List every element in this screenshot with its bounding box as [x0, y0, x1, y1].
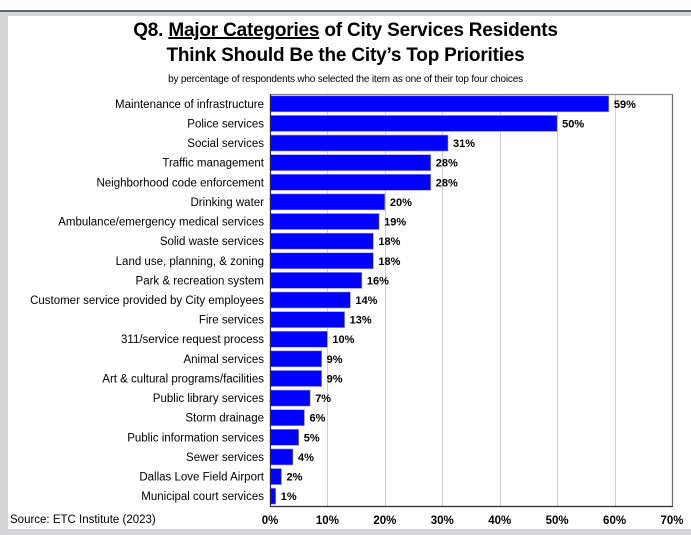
value-label: 18%: [378, 236, 400, 248]
bar: [269, 252, 374, 270]
category-label: Municipal court services: [141, 491, 264, 503]
category-label: Park & recreation system: [136, 275, 264, 287]
x-tick-label: 70%: [660, 515, 683, 527]
category-label: Traffic management: [162, 158, 264, 170]
bar: [269, 213, 380, 230]
value-label: 9%: [327, 354, 343, 366]
value-label: 19%: [384, 217, 406, 229]
value-label: 5%: [304, 432, 320, 444]
category-label: Public library services: [153, 393, 264, 405]
bar: [269, 409, 305, 427]
title-suffix: of City Services Residents: [319, 20, 558, 41]
bar: [269, 134, 449, 152]
value-label: 50%: [562, 118, 584, 130]
category-label: Police services: [187, 118, 264, 130]
value-label: 4%: [298, 452, 314, 464]
x-tick-label: 50%: [546, 515, 569, 527]
value-label: 7%: [315, 393, 331, 405]
bar: [269, 154, 432, 171]
bar: [269, 95, 610, 113]
category-label: Solid waste services: [160, 236, 264, 248]
chart-subtitle: by percentage of respondents who selecte…: [168, 74, 523, 85]
bar: [269, 389, 311, 407]
category-label: Land use, planning, & zoning: [116, 256, 264, 268]
value-label: 1%: [281, 491, 297, 503]
bar: [269, 350, 322, 368]
bar: [269, 468, 282, 485]
category-label: Ambulance/emergency medical services: [58, 217, 264, 229]
title-underlined: Major Categories: [168, 20, 320, 41]
x-tick-label: 10%: [316, 515, 339, 527]
category-label: Animal services: [183, 354, 264, 366]
category-label: Public information services: [127, 432, 264, 444]
category-label: Social services: [187, 138, 264, 150]
value-label: 6%: [309, 413, 325, 425]
bar: [269, 330, 328, 348]
value-label: 14%: [355, 295, 377, 307]
value-label: 2%: [286, 472, 302, 484]
x-tick-label: 0%: [262, 515, 279, 527]
value-label: 13%: [350, 315, 372, 327]
value-label: 28%: [436, 177, 458, 189]
x-tick-label: 20%: [373, 515, 396, 527]
value-label: 31%: [453, 138, 475, 150]
category-label: Storm drainage: [185, 413, 264, 425]
bar: [269, 311, 345, 328]
bars: [269, 95, 610, 505]
chart-title-line-1: Q8. Major Categories of City Services Re…: [0, 20, 691, 42]
chart-title-line-2: Think Should Be the City’s Top Prioritie…: [166, 45, 525, 66]
bar: [269, 429, 300, 446]
category-label: Art & cultural programs/facilities: [102, 373, 264, 385]
plot-frame: [269, 93, 674, 508]
source-note: Source: ETC Institute (2023): [10, 514, 156, 526]
x-tick-label: 40%: [488, 515, 511, 527]
category-label: 311/service request process: [121, 334, 264, 346]
bar: [269, 115, 558, 132]
window-top-border: [0, 10, 691, 12]
value-label: 10%: [332, 334, 354, 346]
bar: [269, 232, 374, 250]
value-label: 20%: [390, 197, 412, 209]
bar: [269, 448, 294, 466]
value-labels: 59% 50% 31% 28% 28% 20% 19% 18% 18% 16% 14% 13% 10% 9…: [281, 99, 636, 503]
bar: [269, 370, 322, 387]
category-label: Sewer services: [186, 452, 264, 464]
category-label: Dallas Love Field Airport: [139, 472, 264, 484]
value-label: 16%: [367, 275, 389, 287]
value-label: 18%: [378, 256, 400, 268]
category-labels: Maintenance of infrastructure Police serv…: [30, 99, 265, 503]
value-label: 9%: [327, 373, 343, 385]
category-label: Drinking water: [191, 197, 265, 209]
x-tick-label: 30%: [431, 515, 454, 527]
bar: [269, 193, 386, 211]
category-label: Neighborhood code enforcement: [96, 177, 264, 189]
value-label: 28%: [436, 158, 458, 170]
bar: [269, 272, 363, 289]
category-label: Fire services: [199, 315, 264, 327]
category-label: Customer service provided by City employ…: [30, 295, 264, 307]
value-label: 59%: [614, 99, 636, 111]
bar: [269, 291, 351, 309]
bar: [269, 173, 432, 191]
x-tick-labels: 0% 10% 20% 30% 40% 50% 60% 70%: [262, 515, 684, 527]
title-prefix: Q8.: [133, 20, 169, 41]
category-label: Maintenance of infrastructure: [115, 99, 264, 111]
x-tick-label: 60%: [603, 515, 626, 527]
